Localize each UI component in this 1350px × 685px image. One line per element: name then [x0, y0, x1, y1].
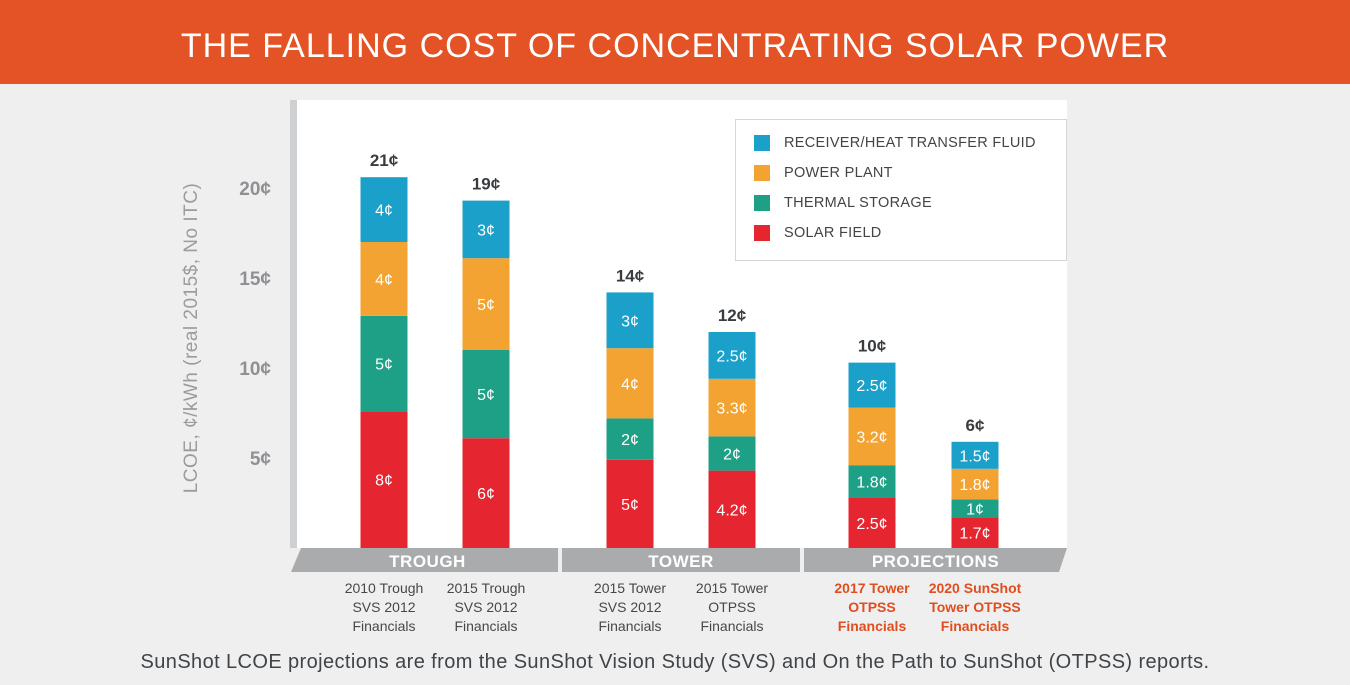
bar-segment-receiver: [708, 332, 756, 379]
category-label: 2015 Trough: [447, 580, 526, 596]
group-band: [291, 548, 558, 572]
bar-segment-solar-field: [462, 438, 510, 548]
bar-segment-power-plant: [848, 407, 896, 466]
group-band: [804, 548, 1067, 572]
bar-segment-thermal-storage: [462, 350, 510, 439]
bar-segment-solar-field: [848, 497, 896, 548]
bar-segment-receiver: [951, 441, 999, 469]
category-label: 2017 Tower: [834, 580, 910, 596]
bar-total-label: 21¢: [370, 151, 399, 170]
category-label: Financials: [352, 618, 415, 634]
footer-note: SunShot LCOE projections are from the Su…: [140, 651, 1210, 673]
legend-label: SOLAR FIELD: [784, 225, 882, 241]
bar-segment-receiver: [360, 177, 408, 242]
segment-value-label: 1.7¢: [959, 526, 990, 543]
category-label: OTPSS: [708, 599, 755, 615]
segment-value-label: 3¢: [621, 313, 639, 330]
category-label: 2020 SunShot: [929, 580, 1022, 596]
segment-value-label: 5¢: [621, 497, 639, 514]
bar-segment-power-plant: [462, 258, 510, 350]
group-label: TOWER: [648, 552, 713, 571]
y-tick-label: 10¢: [239, 359, 271, 380]
bar-total-label: 6¢: [966, 416, 985, 435]
group-band: [562, 548, 800, 572]
title-banner: THE FALLING COST OF CONCENTRATING SOLAR …: [0, 0, 1350, 84]
y-axis-title: LCOE, ¢/kWh (real 2015$, No ITC): [181, 183, 202, 494]
bar-segment-power-plant: [360, 242, 408, 316]
bar-total-label: 12¢: [718, 306, 747, 325]
legend-swatch-power-plant: [754, 165, 770, 181]
segment-value-label: 1.5¢: [959, 448, 990, 465]
y-tick-label: 20¢: [239, 179, 271, 200]
bar-segment-power-plant: [951, 468, 999, 500]
bar-total-label: 14¢: [616, 266, 645, 285]
segment-value-label: 2¢: [723, 447, 741, 464]
bar-segment-thermal-storage: [848, 465, 896, 498]
segment-value-label: 1.8¢: [959, 477, 990, 494]
bar-segment-power-plant: [606, 348, 654, 419]
category-label: Financials: [838, 618, 907, 634]
segment-value-label: 5¢: [477, 297, 495, 314]
legend-label: RECEIVER/HEAT TRANSFER FLUID: [784, 135, 1036, 151]
segment-value-label: 2.5¢: [716, 348, 747, 365]
category-label: Financials: [700, 618, 763, 634]
legend: RECEIVER/HEAT TRANSFER FLUID POWER PLANT…: [735, 119, 1067, 261]
bar-segment-power-plant: [708, 378, 756, 437]
bar-total-label: 19¢: [472, 175, 501, 194]
group-label: PROJECTIONS: [872, 552, 999, 571]
segment-value-label: 3¢: [477, 222, 495, 239]
y-tick-label: 5¢: [250, 449, 272, 470]
bar-segment-solar-field: [360, 411, 408, 548]
bar-segment-solar-field: [708, 470, 756, 548]
legend-label: THERMAL STORAGE: [784, 195, 932, 211]
segment-value-label: 4.2¢: [716, 502, 747, 519]
category-label: Tower OTPSS: [929, 599, 1021, 615]
chart-title: THE FALLING COST OF CONCENTRATING SOLAR …: [180, 27, 1170, 65]
legend-swatch-thermal-storage: [754, 195, 770, 211]
bar-segment-thermal-storage: [606, 418, 654, 460]
segment-value-label: 1¢: [966, 501, 984, 518]
bar-segment-thermal-storage: [951, 499, 999, 518]
category-label: OTPSS: [848, 599, 895, 615]
legend-label: POWER PLANT: [784, 165, 893, 181]
segment-value-label: 4¢: [621, 376, 639, 393]
segment-value-label: 4¢: [375, 203, 393, 220]
segment-value-label: 8¢: [375, 473, 393, 490]
legend-swatch-solar-field: [754, 225, 770, 241]
bar-total-label: 10¢: [858, 337, 887, 356]
bar-segment-receiver: [462, 200, 510, 259]
bar-segment-receiver: [848, 362, 896, 408]
bar-segment-thermal-storage: [708, 436, 756, 471]
bar-segment-solar-field: [951, 517, 999, 548]
category-label: 2010 Trough: [345, 580, 424, 596]
category-label: Financials: [941, 618, 1010, 634]
y-axis-line: [290, 100, 297, 548]
category-label: Financials: [454, 618, 517, 634]
segment-value-label: 5¢: [375, 357, 393, 374]
category-label: 2015 Tower: [594, 580, 666, 596]
segment-value-label: 1.8¢: [856, 474, 887, 491]
category-label: 2015 Tower: [696, 580, 768, 596]
bar-segment-receiver: [606, 292, 654, 349]
bar-segment-solar-field: [606, 459, 654, 548]
segment-value-label: 5¢: [477, 387, 495, 404]
bar-segment-thermal-storage: [360, 315, 408, 412]
segment-value-label: 2¢: [621, 432, 639, 449]
category-label: SVS 2012: [598, 599, 661, 615]
segment-value-label: 2.5¢: [856, 516, 887, 533]
segment-value-label: 2.5¢: [856, 378, 887, 395]
y-tick-label: 15¢: [239, 269, 271, 290]
segment-value-label: 6¢: [477, 486, 495, 503]
segment-value-label: 3.3¢: [716, 401, 747, 418]
category-label: SVS 2012: [352, 599, 415, 615]
segment-value-label: 4¢: [375, 272, 393, 289]
category-label: Financials: [598, 618, 661, 634]
segment-value-label: 3.2¢: [856, 429, 887, 446]
legend-swatch-receiver: [754, 135, 770, 151]
group-label: TROUGH: [389, 552, 466, 571]
category-label: SVS 2012: [454, 599, 517, 615]
